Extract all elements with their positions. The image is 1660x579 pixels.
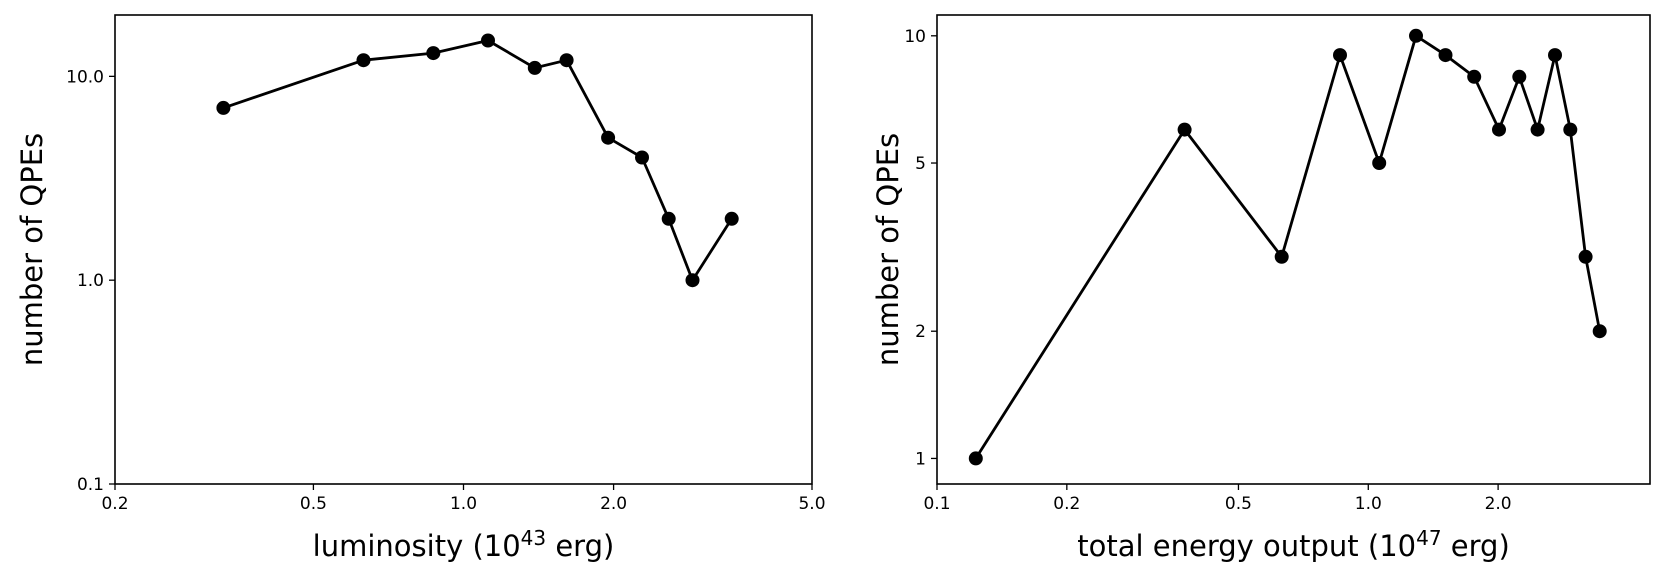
data-point xyxy=(1512,69,1527,84)
x-tick-label: 0.5 xyxy=(1225,494,1252,514)
data-point xyxy=(601,130,616,145)
series-line xyxy=(974,34,1602,460)
x-tick-label: 2.0 xyxy=(600,494,627,514)
data-point xyxy=(1409,28,1423,43)
y-tick-label: 10 xyxy=(904,27,926,47)
x-tick-label: 0.2 xyxy=(1053,494,1080,514)
x-tick-label: 1.0 xyxy=(1355,494,1382,514)
data-point xyxy=(1177,122,1192,137)
data-point xyxy=(559,53,574,68)
data-point xyxy=(1492,122,1506,137)
y-tick-label: 2 xyxy=(915,322,926,342)
plot-frame xyxy=(114,14,813,485)
data-point xyxy=(724,211,739,226)
chart-right-energy-output: 0.1 0.2 0.5 1.0 2.0 1 2 5 10 total energy output … xyxy=(871,14,1651,563)
y-tick-label: 5 xyxy=(915,154,926,174)
y-tick-label: 10.0 xyxy=(66,67,104,87)
x-axis-label-unit: erg) xyxy=(1442,529,1510,563)
y-tick-label: 0.1 xyxy=(77,475,104,495)
chart-left-luminosity: 0.2 0.5 1.0 2.0 5.0 0.1 1.0 10.0 luminosity (104… xyxy=(15,14,826,563)
plot-frame xyxy=(936,14,1651,485)
data-point xyxy=(1563,122,1578,137)
x-axis-label-exponent: 43 xyxy=(521,526,546,550)
y-axis-label: number of QPEs xyxy=(871,133,905,366)
data-point xyxy=(685,273,700,288)
x-axis-label-unit: erg) xyxy=(546,529,614,563)
data-point xyxy=(1592,324,1607,339)
data-point xyxy=(1333,48,1347,63)
data-point xyxy=(661,211,676,226)
x-tick-label: 1.0 xyxy=(450,494,477,514)
data-point xyxy=(968,451,983,466)
x-tick-label: 0.2 xyxy=(101,494,128,514)
data-point xyxy=(527,60,542,75)
data-point xyxy=(635,150,649,165)
data-point xyxy=(1530,122,1545,137)
data-point xyxy=(1372,156,1387,170)
x-axis-label: luminosity (1043 erg) xyxy=(313,526,615,563)
series-line xyxy=(222,39,733,282)
y-axis-label: number of QPEs xyxy=(15,133,49,366)
data-point xyxy=(481,33,495,48)
x-tick-label: 5.0 xyxy=(798,494,825,514)
data-point xyxy=(1578,249,1593,264)
data-point xyxy=(216,100,231,115)
x-axis-label-text: total energy output (10 xyxy=(1077,529,1416,563)
data-point xyxy=(1548,48,1562,63)
x-axis-label: total energy output (1047 erg) xyxy=(1077,526,1510,563)
data-point xyxy=(1467,69,1482,84)
x-tick-label: 0.1 xyxy=(923,494,950,514)
y-tick-label: 1 xyxy=(915,449,926,469)
x-tick-label: 0.5 xyxy=(300,494,327,514)
x-axis-label-text: luminosity (10 xyxy=(313,529,521,563)
data-point xyxy=(356,53,371,68)
y-tick-label: 1.0 xyxy=(77,271,104,291)
data-point xyxy=(426,46,441,61)
x-tick-label: 2.0 xyxy=(1485,494,1512,514)
data-point xyxy=(1438,48,1453,63)
data-point xyxy=(1274,249,1289,264)
x-axis-label-exponent: 47 xyxy=(1416,526,1441,550)
